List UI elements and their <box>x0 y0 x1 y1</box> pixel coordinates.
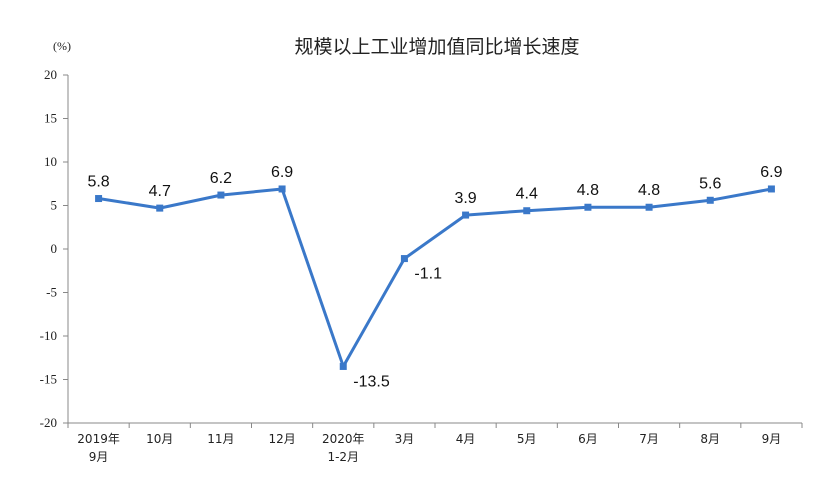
data-point <box>217 191 225 199</box>
y-tick-label: -15 <box>40 372 57 387</box>
data-point <box>400 255 408 263</box>
x-tick-label: 8月 <box>700 432 720 446</box>
data-point <box>462 211 470 219</box>
data-label: 5.8 <box>87 174 109 191</box>
y-axis-unit-label: (%) <box>53 39 71 53</box>
y-axis-ticks: 20 15 10 5 0 -5 -10 -15 -20 <box>40 67 68 430</box>
x-tick-label: 7月 <box>639 432 659 446</box>
y-tick-label: -5 <box>46 285 57 300</box>
x-tick-label: 2020年 <box>322 432 365 446</box>
data-label: 6.2 <box>210 170 232 187</box>
x-tick-label: 9月 <box>762 432 782 446</box>
data-label: -13.5 <box>353 373 390 390</box>
series-line <box>97 187 773 368</box>
data-label: 3.9 <box>454 190 476 207</box>
data-label: 6.9 <box>271 164 293 181</box>
data-point <box>339 362 347 370</box>
x-tick-label: 12月 <box>268 432 295 446</box>
x-tick-label: 4月 <box>456 432 476 446</box>
data-label: 4.8 <box>577 182 599 199</box>
data-point <box>523 207 531 215</box>
data-label: 6.9 <box>760 164 782 181</box>
x-tick-label: 2019年 <box>77 432 120 446</box>
y-tick-label: 5 <box>51 198 58 213</box>
data-point-markers <box>95 185 775 370</box>
y-tick-label: 15 <box>44 111 57 126</box>
data-point <box>767 185 775 193</box>
y-tick-label: -20 <box>40 415 57 430</box>
data-point <box>156 204 164 212</box>
data-labels: 5.8 4.7 6.2 6.9 -13.5 -1.1 3.9 4.4 4.8 4.8 5.6 6.9 <box>87 164 782 390</box>
y-tick-label: 10 <box>44 154 57 169</box>
data-point <box>278 185 286 193</box>
x-tick-label: 9月 <box>89 450 109 464</box>
x-tick-label: 1-2月 <box>327 450 359 464</box>
x-tick-label: 10月 <box>146 432 173 446</box>
chart-title: 规模以上工业增加值同比增长速度 <box>294 36 579 58</box>
x-tick-label: 6月 <box>578 432 598 446</box>
x-tick-label: 3月 <box>395 432 415 446</box>
data-point <box>706 196 714 204</box>
data-label: 4.7 <box>149 183 171 200</box>
y-tick-label: 0 <box>51 241 58 256</box>
data-label: 4.8 <box>638 182 660 199</box>
x-tick-label: 11月 <box>207 432 234 446</box>
x-axis-ticks: 2019年 9月 10月 11月 12月 2020年 1-2月 3月 4月 5月 6月 7月 8月 9月 <box>67 423 803 464</box>
data-label: 4.4 <box>516 186 538 203</box>
data-point <box>584 203 592 211</box>
data-label: -1.1 <box>414 266 442 283</box>
y-tick-label: -10 <box>40 328 57 343</box>
data-point <box>645 203 653 211</box>
x-tick-label: 5月 <box>517 432 537 446</box>
y-tick-label: 20 <box>44 67 57 82</box>
data-label: 5.6 <box>699 175 721 192</box>
data-point <box>95 195 103 203</box>
